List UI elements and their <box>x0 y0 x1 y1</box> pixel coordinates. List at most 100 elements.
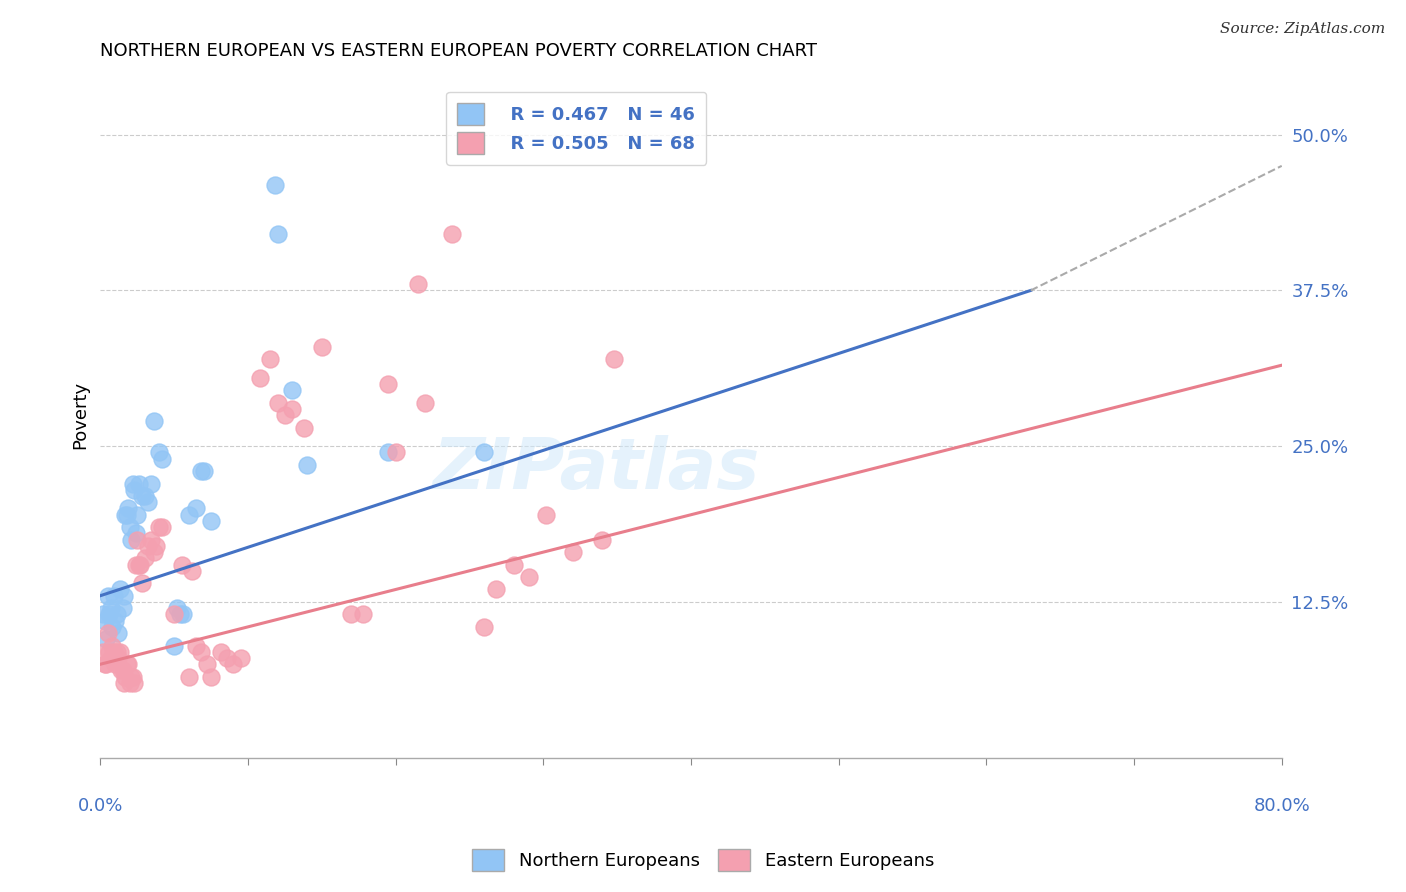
Point <box>200 514 222 528</box>
Legend:   R = 0.467   N = 46,   R = 0.505   N = 68: R = 0.467 N = 46, R = 0.505 N = 68 <box>446 92 706 165</box>
Legend: Northern Europeans, Eastern Europeans: Northern Europeans, Eastern Europeans <box>464 842 942 879</box>
Point <box>217 651 239 665</box>
Point <box>413 395 436 409</box>
Point <box>121 670 143 684</box>
Point <box>229 651 252 665</box>
Point <box>186 639 208 653</box>
Point <box>97 589 120 603</box>
Point <box>100 601 122 615</box>
Point <box>94 657 117 672</box>
Point <box>115 657 138 672</box>
Y-axis label: Poverty: Poverty <box>72 381 89 449</box>
Point <box>142 545 165 559</box>
Point <box>117 501 139 516</box>
Point <box>91 607 114 622</box>
Point <box>166 601 188 615</box>
Point <box>163 607 186 622</box>
Point <box>186 501 208 516</box>
Point <box>190 464 212 478</box>
Point <box>150 451 173 466</box>
Point <box>107 626 129 640</box>
Point <box>134 551 156 566</box>
Text: 0.0%: 0.0% <box>77 797 124 814</box>
Point <box>222 657 245 672</box>
Point <box>259 351 281 366</box>
Point <box>96 657 118 672</box>
Point <box>266 395 288 409</box>
Text: 80.0%: 80.0% <box>1253 797 1310 814</box>
Point <box>517 570 540 584</box>
Point <box>104 657 127 672</box>
Point <box>128 558 150 572</box>
Point <box>110 664 132 678</box>
Point <box>115 508 138 522</box>
Point <box>118 676 141 690</box>
Point <box>96 632 118 647</box>
Point <box>536 508 558 522</box>
Point <box>148 445 170 459</box>
Point <box>129 558 152 572</box>
Point <box>177 670 200 684</box>
Point <box>111 664 134 678</box>
Point <box>101 639 124 653</box>
Point <box>148 520 170 534</box>
Point <box>163 639 186 653</box>
Point <box>472 445 495 459</box>
Point <box>502 558 524 572</box>
Point <box>249 370 271 384</box>
Point <box>134 489 156 503</box>
Point <box>108 582 131 597</box>
Point <box>485 582 508 597</box>
Point <box>127 508 149 522</box>
Point <box>131 489 153 503</box>
Point <box>112 676 135 690</box>
Point <box>112 589 135 603</box>
Point <box>124 676 146 690</box>
Text: NORTHERN EUROPEAN VS EASTERN EUROPEAN POVERTY CORRELATION CHART: NORTHERN EUROPEAN VS EASTERN EUROPEAN PO… <box>100 42 817 60</box>
Point <box>103 589 125 603</box>
Point <box>352 607 374 622</box>
Point <box>377 376 399 391</box>
Point <box>384 445 406 459</box>
Point <box>177 508 200 522</box>
Point <box>295 458 318 472</box>
Point <box>150 520 173 534</box>
Point <box>131 576 153 591</box>
Point <box>172 607 194 622</box>
Point <box>120 670 142 684</box>
Point <box>274 408 297 422</box>
Point <box>98 645 121 659</box>
Point <box>100 651 122 665</box>
Point <box>142 414 165 428</box>
Point <box>111 601 134 615</box>
Point <box>281 383 304 397</box>
Point <box>139 476 162 491</box>
Point <box>266 227 288 242</box>
Point <box>292 420 315 434</box>
Text: Source: ZipAtlas.com: Source: ZipAtlas.com <box>1219 22 1385 37</box>
Point <box>406 277 429 292</box>
Point <box>340 607 363 622</box>
Point <box>136 495 159 509</box>
Point <box>98 607 121 622</box>
Point <box>97 626 120 640</box>
Point <box>117 657 139 672</box>
Point <box>190 645 212 659</box>
Point <box>139 533 162 547</box>
Point <box>263 178 285 192</box>
Point <box>120 533 142 547</box>
Point <box>377 445 399 459</box>
Point <box>193 464 215 478</box>
Point <box>145 539 167 553</box>
Point <box>108 645 131 659</box>
Point <box>114 508 136 522</box>
Point <box>105 607 128 622</box>
Point <box>125 558 148 572</box>
Point <box>472 620 495 634</box>
Point <box>311 339 333 353</box>
Point <box>180 564 202 578</box>
Point <box>107 651 129 665</box>
Point <box>209 645 232 659</box>
Point <box>281 401 304 416</box>
Point <box>136 539 159 553</box>
